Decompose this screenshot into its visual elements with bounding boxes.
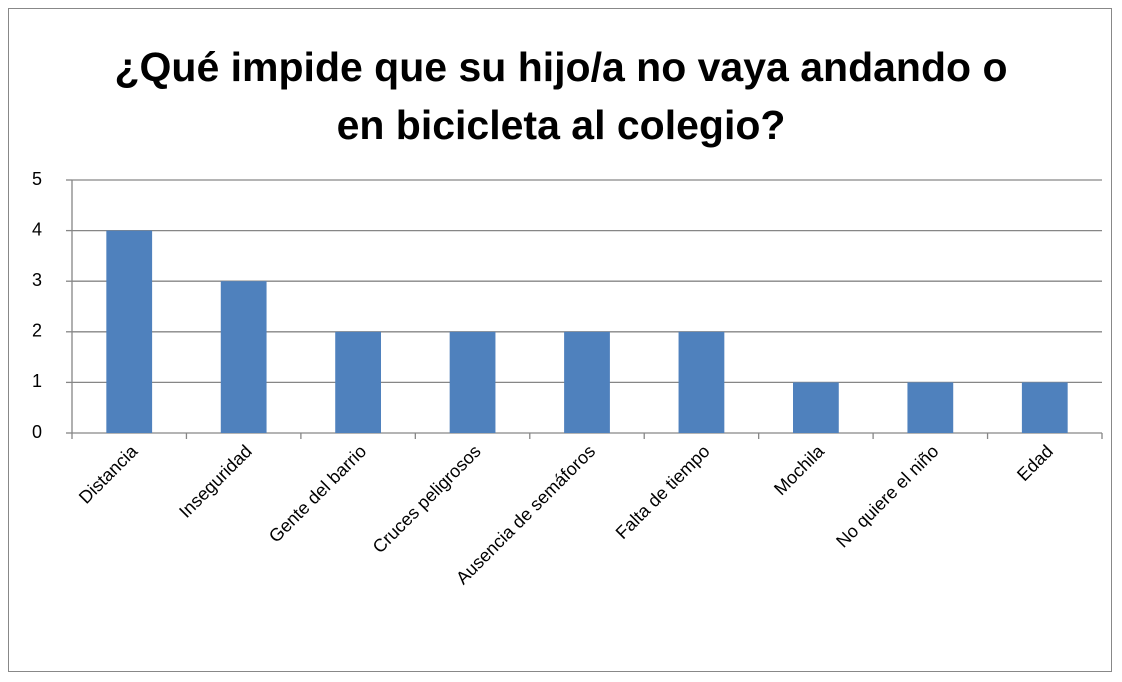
x-tick-label: Gente del barrio bbox=[265, 441, 370, 546]
bar bbox=[564, 331, 610, 433]
x-tick-label: No quiere el niño bbox=[832, 441, 942, 551]
chart-title: ¿Qué impide que su hijo/a no vaya andand… bbox=[114, 44, 1008, 148]
bar bbox=[106, 230, 153, 433]
x-tick-label: Inseguridad bbox=[175, 441, 256, 522]
bar bbox=[220, 281, 267, 433]
bar bbox=[449, 331, 496, 433]
chart-frame bbox=[8, 8, 1112, 672]
y-tick-label: 4 bbox=[32, 219, 42, 239]
x-tick-label: Mochila bbox=[770, 440, 829, 499]
bar bbox=[335, 331, 381, 433]
y-tick-label: 1 bbox=[32, 371, 42, 391]
x-tick-label: Edad bbox=[1013, 441, 1057, 485]
x-tick-label: Distancia bbox=[75, 440, 142, 507]
y-tick-label: 0 bbox=[32, 422, 42, 442]
y-tick-label: 5 bbox=[32, 169, 42, 189]
bar bbox=[793, 382, 839, 433]
bar bbox=[678, 331, 725, 433]
bar bbox=[907, 382, 954, 433]
y-tick-label: 2 bbox=[32, 321, 42, 341]
y-tick-label: 3 bbox=[32, 270, 42, 290]
bar bbox=[1021, 382, 1068, 433]
x-tick-label: Cruces peligrosos bbox=[369, 441, 485, 557]
x-tick-label: Falta de tiempo bbox=[612, 441, 714, 543]
